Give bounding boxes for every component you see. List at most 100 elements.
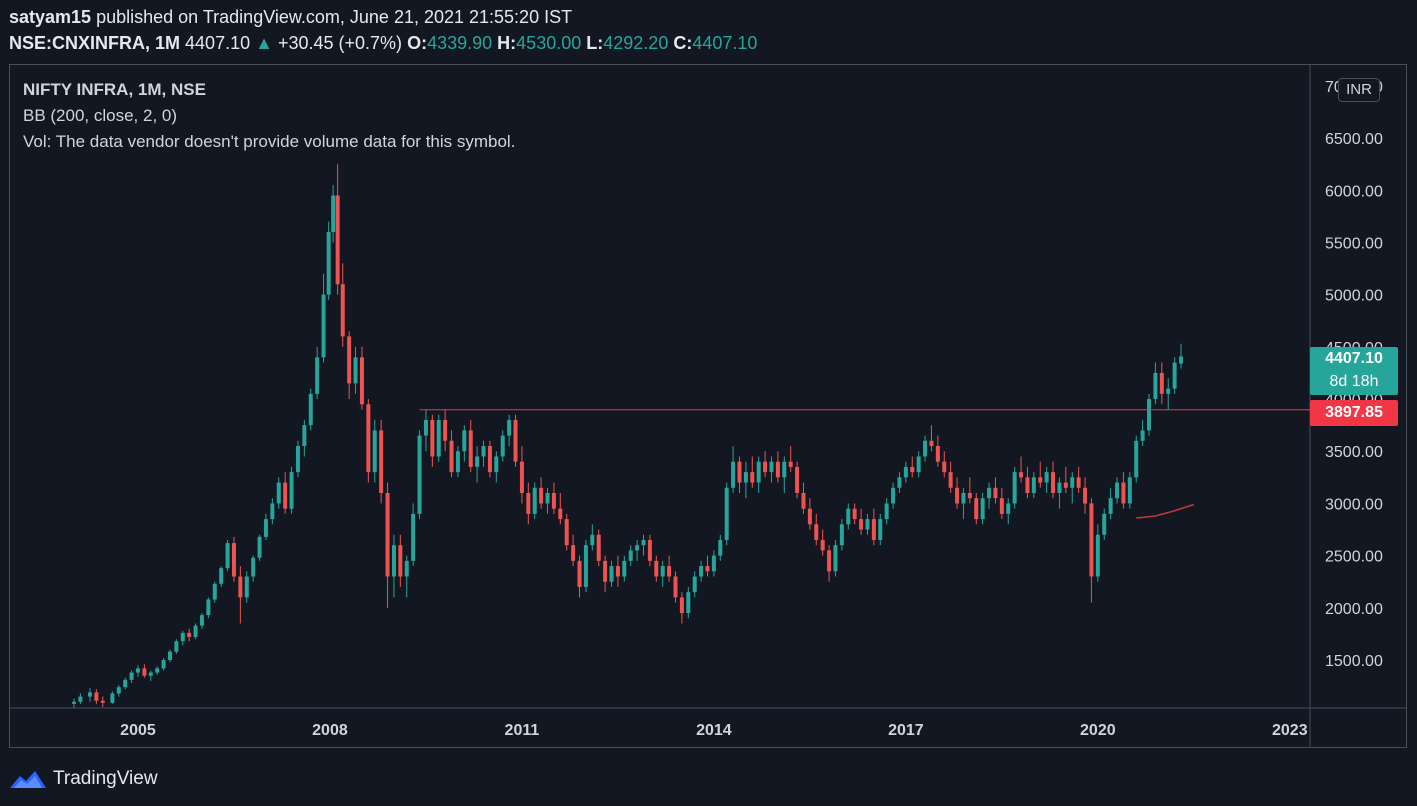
candle-body [1140,430,1145,441]
candle-body [100,700,105,703]
candle-body [123,679,128,688]
candle-body [257,536,262,558]
candle-body [807,508,812,525]
candle-body [961,493,966,504]
candle-body [705,566,710,572]
candle-body [199,615,204,626]
tradingview-logo-icon [10,771,46,788]
candle-body [782,461,787,478]
candle-body [129,672,134,680]
candle-body [110,693,115,703]
legend-bb[interactable]: BB (200, close, 2, 0) [23,106,178,125]
candle-body [859,519,864,530]
tradingview-logo[interactable]: TradingView [9,766,158,792]
candle-body [993,487,998,499]
candle-body [1044,472,1049,483]
candle-body [155,668,160,673]
candle-body [615,566,620,577]
time-tick-label: 2011 [505,722,540,739]
candle-body [289,472,294,509]
price-tick-label: 1500.00 [1325,653,1383,670]
symbol-line: NSE:CNXINFRA, 1M 4407.10 ▲ +30.45 (+0.7%… [9,33,757,54]
last-price-badge: 4407.10 8d 18h [1310,347,1398,395]
candle-body [571,545,576,561]
candle-body [763,461,768,473]
candle-body [871,519,876,540]
candle-body [660,566,665,577]
candle-body [558,508,563,520]
publish-line: satyam15 published on TradingView.com, J… [9,7,572,28]
price-tick-label: 5500.00 [1325,235,1383,252]
candle-body [219,568,224,584]
price-tick-label: 3500.00 [1325,444,1383,461]
candle-body [737,461,742,483]
candle-body [391,545,396,577]
time-tick-label: 2023 [1272,722,1308,739]
candle-body [891,487,896,504]
candle-body [667,566,672,577]
tradingview-logo-text: TradingView [53,768,158,789]
last-price-badge-value: 4407.10 [1325,350,1383,367]
candle-body [743,472,748,483]
candle-body [443,419,448,441]
candle-body [583,545,588,587]
candle-body [878,519,883,540]
candle-body [955,487,960,504]
candle-body [596,534,601,561]
candle-body [935,446,940,462]
candle-body [545,493,550,504]
candle-body [1089,503,1094,577]
candle-body [775,461,780,478]
candle-body [494,456,499,473]
candle-body [852,508,857,520]
candle-body [500,435,505,457]
candle-body [276,482,281,504]
candle-body [283,482,288,509]
candle-body [1025,477,1030,493]
candle-body [622,560,627,577]
candle-body [788,461,793,467]
publisher-name[interactable]: satyam15 [9,7,92,27]
candle-body [1121,482,1126,504]
candle-body [539,487,544,504]
publish-text: published on TradingView.com, June 21, 2… [91,7,573,27]
bb-basis-line [1136,503,1195,519]
candles-group [71,164,1184,709]
candle-body [78,696,83,702]
candle-body [1038,477,1043,483]
candle-body [827,550,832,572]
candle-body [187,632,192,638]
candle-body [839,524,844,546]
candle-body [270,503,275,520]
candle-body [326,232,331,295]
candle-body [654,560,659,577]
price-tick-label: 2500.00 [1325,549,1383,566]
candle-body [436,419,441,457]
candle-body [910,466,915,473]
candle-body [321,294,326,358]
up-triangle-icon: ▲ [255,33,273,53]
legend-title[interactable]: NIFTY INFRA, 1M, NSE [23,80,206,99]
candle-body [507,419,512,436]
candle-body [750,472,755,483]
candle-body [801,493,806,509]
candle-body [532,487,537,514]
price-tick-label: 6500.00 [1325,131,1383,148]
candle-body [897,477,902,488]
symbol-label[interactable]: NSE:CNXINFRA, 1M [9,33,181,53]
candle-body [161,660,166,669]
candle-body [238,576,243,598]
time-tick-label: 2014 [696,722,732,739]
candle-body [948,472,953,488]
candle-body [302,425,307,447]
low-value: 4292.20 [603,33,669,53]
candle-body [1108,498,1113,514]
candle-body [647,539,652,561]
candle-body [468,430,473,467]
candle-body [564,519,569,546]
currency-label[interactable]: INR [1338,78,1380,102]
candle-body [987,487,992,499]
candle-body [1179,356,1184,364]
legend-vol: Vol: The data vendor doesn't provide vol… [23,132,516,151]
